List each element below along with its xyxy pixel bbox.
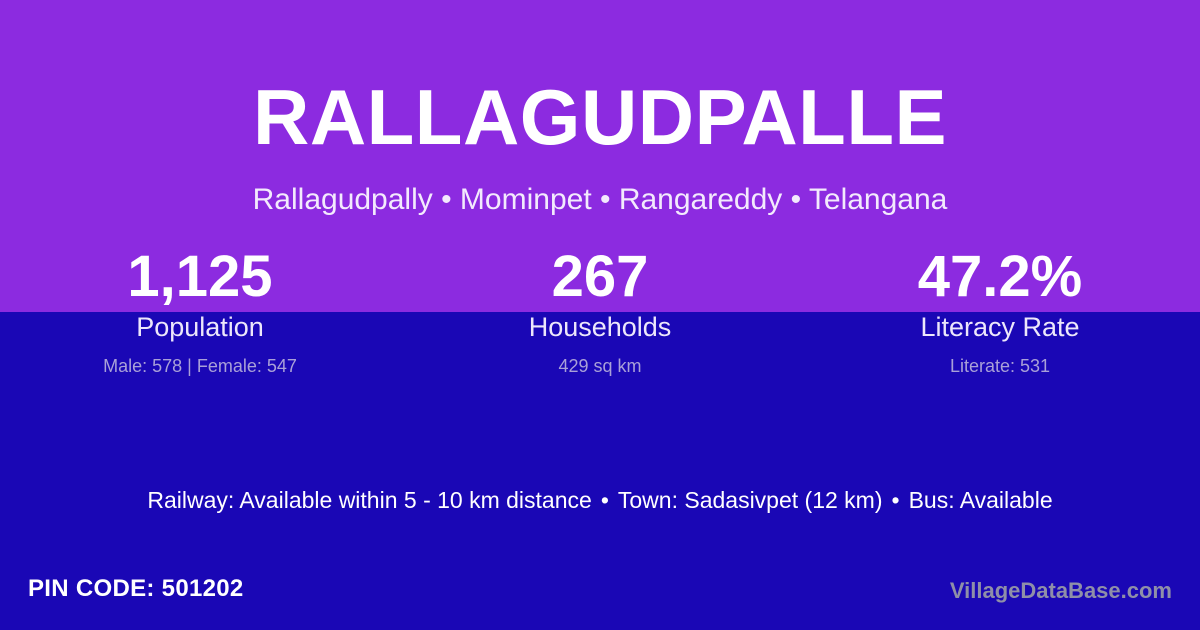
hero-banner: RALLAGUDPALLE Rallagudpally • Mominpet •… [0,0,1200,312]
amenity-separator-2: • [891,487,900,513]
stat-population: 1,125 Population Male: 578 | Female: 547 [0,244,400,376]
amenity-railway: Railway: Available within 5 - 10 km dist… [147,487,592,513]
stat-literacy-rate-label: Literacy Rate [920,312,1080,342]
stat-population-value: 1,125 [127,244,273,309]
stat-households-label: Households [528,312,672,342]
stat-households: 267 Households 429 sq km [400,244,800,376]
amenity-bus: Bus: Available [908,487,1053,513]
stat-literacy-rate: 47.2% Literacy Rate Literate: 531 [800,244,1200,376]
site-watermark: VillageDataBase.com [949,578,1172,603]
stat-population-sub: Male: 578 | Female: 547 [103,356,297,376]
stat-population-label: Population [136,312,264,342]
page-title: RALLAGUDPALLE [253,73,947,161]
stats-row: 1,125 Population Male: 578 | Female: 547… [0,244,1200,376]
stat-households-value: 267 [551,244,649,309]
pin-code: PIN CODE: 501202 [28,575,244,602]
breadcrumb: Rallagudpally • Mominpet • Rangareddy • … [252,183,948,216]
amenity-town: Town: Sadasivpet (12 km) [617,487,883,513]
amenity-separator-1: • [600,487,609,513]
footer: PIN CODE: 501202 VillageDataBase.com [0,556,1200,630]
stat-literacy-rate-value: 47.2% [917,244,1083,309]
stat-literacy-rate-sub: Literate: 531 [949,356,1051,376]
amenities-line: Railway: Available within 5 - 10 km dist… [0,487,1200,515]
stat-households-sub: 429 sq km [558,356,642,376]
